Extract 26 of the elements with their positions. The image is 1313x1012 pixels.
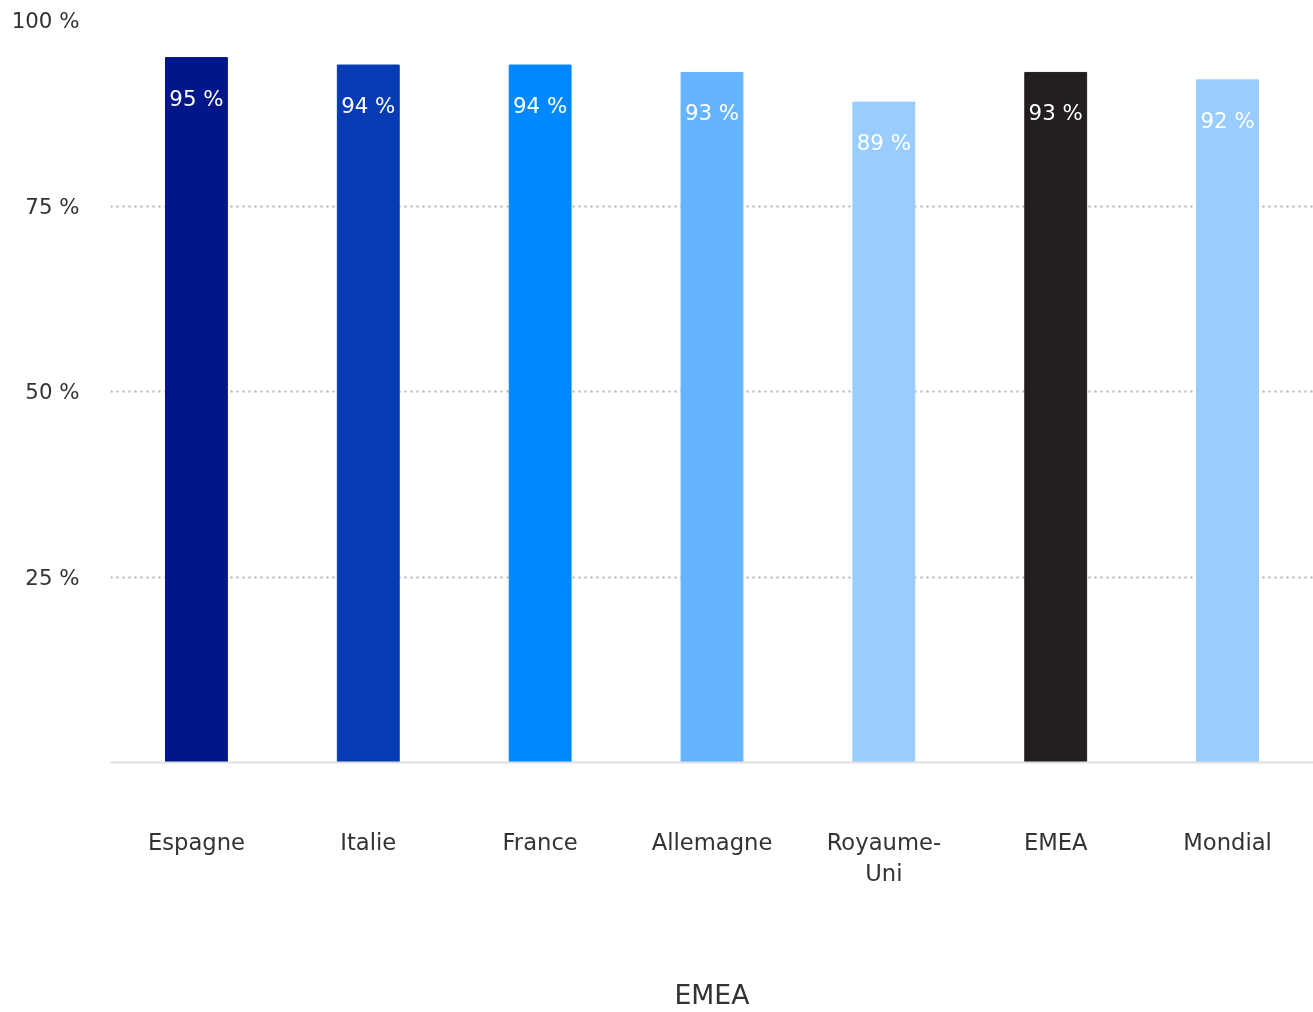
bar bbox=[164, 57, 228, 763]
y-tick-label: 25 % bbox=[25, 564, 80, 590]
y-tick-label: 100 % bbox=[11, 8, 80, 33]
bar bbox=[680, 71, 744, 763]
x-tick-label: Italie bbox=[340, 828, 397, 855]
x-axis-title: EMEA bbox=[674, 978, 751, 1010]
data-label: 92 % bbox=[1200, 107, 1255, 133]
x-tick-label: Espagne bbox=[147, 828, 245, 855]
bar bbox=[1196, 79, 1260, 763]
x-tick-label: Mondial bbox=[1183, 828, 1272, 855]
data-label: 94 % bbox=[513, 93, 568, 119]
data-label: 95 % bbox=[169, 85, 224, 111]
x-tick-label: Allemagne bbox=[651, 828, 773, 855]
bar bbox=[852, 101, 916, 763]
y-tick-label: 50 % bbox=[25, 379, 80, 404]
y-tick-label: 75 % bbox=[25, 193, 80, 219]
x-tick-label: Royaume-Uni bbox=[826, 828, 942, 886]
data-label: 89 % bbox=[856, 130, 911, 156]
data-label: 93 % bbox=[684, 100, 740, 126]
data-label: 94 % bbox=[341, 93, 396, 119]
bar bbox=[336, 64, 400, 763]
x-tick-label: France bbox=[502, 828, 578, 855]
bar bbox=[508, 64, 572, 763]
data-label: 93 % bbox=[1028, 100, 1083, 126]
bar bbox=[1024, 71, 1088, 763]
x-tick-label: EMEA bbox=[1023, 828, 1089, 855]
